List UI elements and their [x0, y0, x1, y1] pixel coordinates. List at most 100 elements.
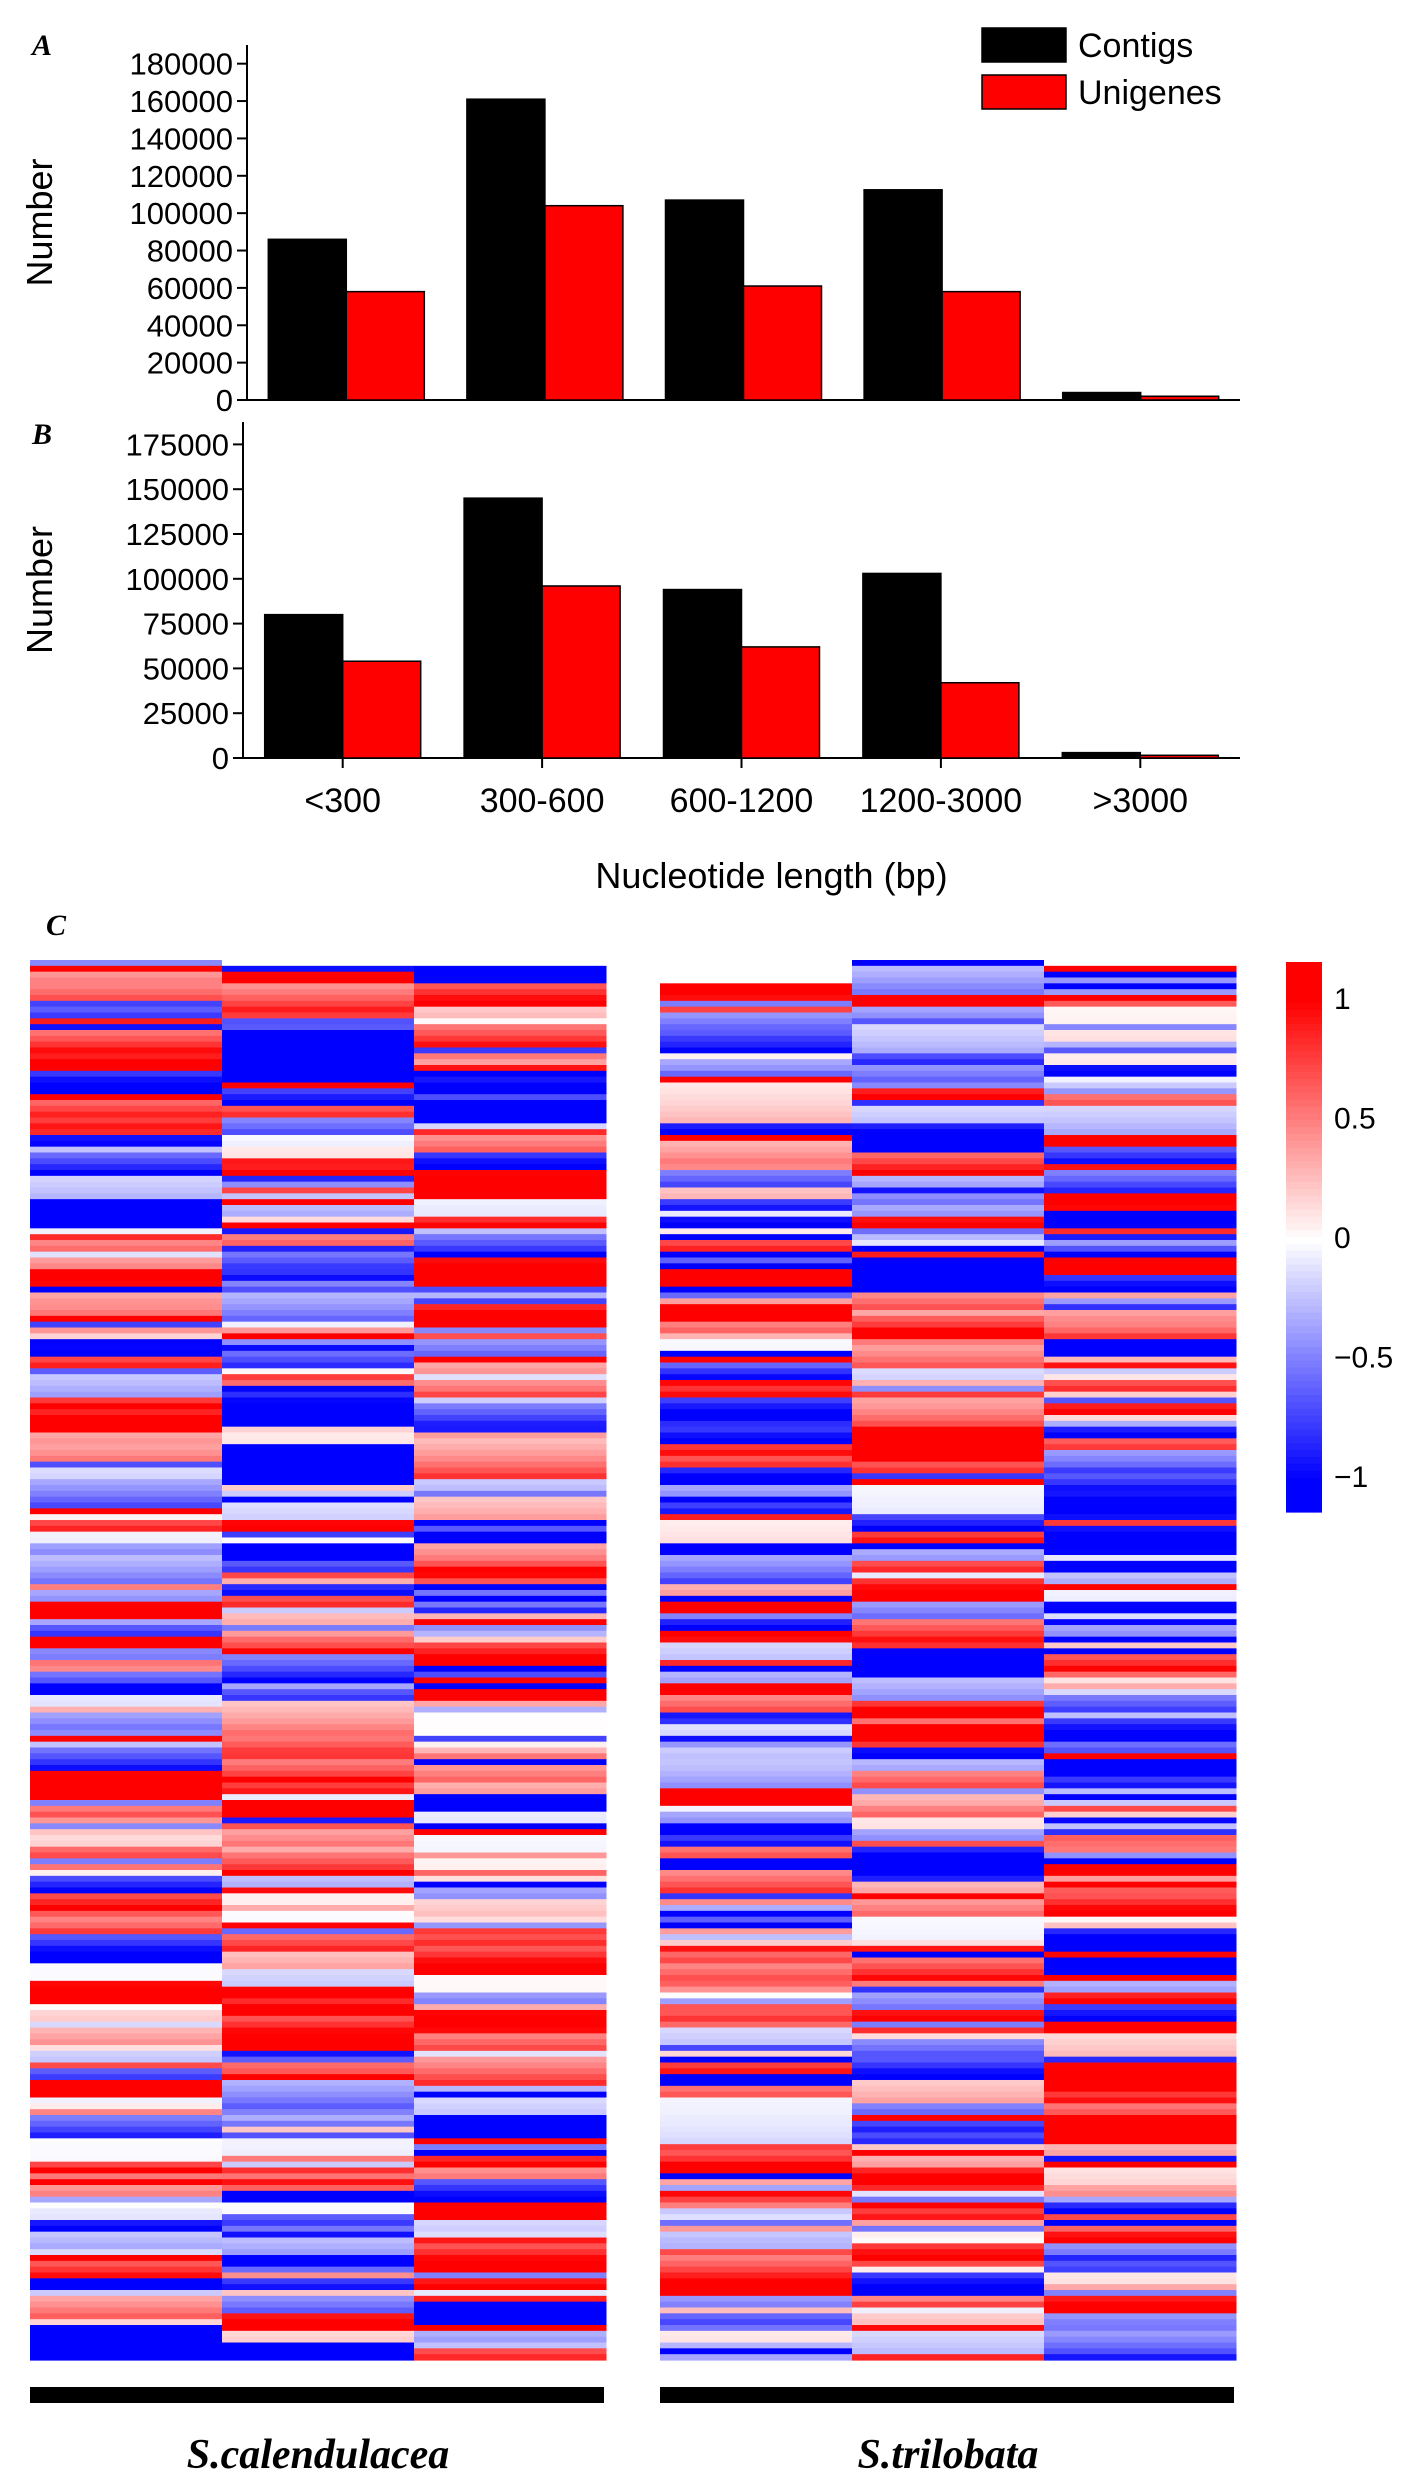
heatmap-cell: [660, 1881, 853, 1889]
heatmap-cell: [222, 1753, 415, 1760]
heatmap-cell: [660, 2155, 853, 2163]
heatmap-cell: [1044, 1852, 1237, 1859]
heatmap-cell: [30, 2278, 223, 2285]
heatmap-cell: [1044, 1508, 1237, 1515]
heatmap-cell: [660, 2021, 853, 2029]
heatmap-cell: [414, 977, 607, 984]
y-tick-label: 100000: [130, 196, 233, 231]
heatmap-cell: [660, 2173, 853, 2180]
heatmap-cell: [852, 1823, 1045, 1830]
heatmap-cell: [30, 2220, 223, 2227]
heatmap-cell: [30, 971, 223, 979]
heatmap-cell: [414, 1578, 607, 1585]
heatmap-cell: [852, 1905, 1045, 1912]
heatmap-cell: [660, 1566, 853, 1574]
heatmap-cell: [414, 1695, 607, 1702]
heatmap-cell: [660, 1910, 853, 1918]
heatmap-cell: [1044, 1607, 1237, 1614]
heatmap-cell: [660, 1257, 853, 1264]
heatmap-cell: [852, 1345, 1045, 1352]
heatmap-cell: [1044, 2144, 1237, 2151]
heatmap-cell: [852, 1584, 1045, 1591]
heatmap-cell: [414, 2208, 607, 2215]
heatmap-cell: [852, 2062, 1045, 2069]
heatmap-cell: [30, 1111, 223, 1119]
heatmap-cell: [852, 1782, 1045, 1789]
heatmap-cell: [30, 1380, 223, 1387]
heatmap-cell: [660, 1928, 853, 1935]
heatmap-cell: [852, 1934, 1045, 1941]
heatmap-cell: [852, 1525, 1045, 1533]
heatmap-cell: [30, 1304, 223, 1311]
heatmap-cell: [222, 1339, 415, 1346]
heatmap-cell: [660, 2255, 853, 2262]
heatmap-cell: [222, 1041, 415, 1049]
heatmap-cell: [30, 1024, 223, 1031]
heatmap-cell: [1044, 1770, 1237, 1778]
heatmap-cell: [414, 2319, 607, 2326]
heatmap-cell: [660, 1870, 853, 1877]
chart-b: 0250005000075000100000125000150000175000…: [19, 422, 1240, 896]
heatmap-cell: [852, 1613, 1045, 1620]
heatmap-cell: [1044, 1881, 1237, 1889]
heatmap-cell: [852, 1240, 1045, 1247]
heatmap-cell: [1044, 1805, 1237, 1813]
heatmap-cell: [222, 2021, 415, 2029]
heatmap-cell: [222, 1555, 415, 1562]
heatmap-cell: [222, 1076, 415, 1084]
heatmap-cell: [30, 1479, 223, 1486]
heatmap-cell: [1044, 1940, 1237, 1947]
heatmap-cell: [1044, 1286, 1237, 1294]
heatmap-cell: [660, 2202, 853, 2209]
heatmap-cell: [660, 2115, 853, 2122]
heatmap-cell: [852, 960, 1045, 967]
heatmap-cell: [852, 1123, 1045, 1130]
heatmap-cell: [30, 1689, 223, 1696]
heatmap-cell: [414, 1840, 607, 1848]
heatmap-cell: [660, 1817, 853, 1824]
heatmap-cell: [1044, 1625, 1237, 1632]
heatmap-cell: [852, 1210, 1045, 1218]
heatmap-cell: [414, 1706, 607, 1714]
heatmap-cell: [660, 2103, 853, 2110]
heatmap-cell: [852, 1887, 1045, 1894]
heatmap-cell: [1044, 2255, 1237, 2262]
heatmap-cell: [852, 1735, 1045, 1743]
heatmap-cell: [222, 2255, 415, 2262]
heatmap-cell: [1044, 1409, 1237, 1416]
heatmap-cell: [30, 1263, 223, 1270]
heatmap-cell: [222, 1059, 415, 1066]
heatmap-cell: [852, 1759, 1045, 1766]
heatmap-cell: [414, 1922, 607, 1929]
heatmap-cell: [852, 2138, 1045, 2145]
heatmap-cell: [30, 2050, 223, 2058]
heatmap-cell: [414, 1257, 607, 1264]
heatmap-cell: [660, 2301, 853, 2309]
heatmap-cell: [222, 2155, 415, 2163]
heatmap-cell: [660, 2348, 853, 2355]
heatmap-cell: [414, 2266, 607, 2274]
colorbar-segment: [1286, 1422, 1322, 1431]
heatmap-cell: [852, 1671, 1045, 1679]
heatmap-cell: [1044, 1496, 1237, 1504]
heatmap-cell: [30, 1957, 223, 1964]
heatmap-cell: [852, 2167, 1045, 2174]
heatmap-cell: [1044, 1140, 1237, 1148]
heatmap-cell: [222, 1380, 415, 1387]
heatmap-cell: [30, 1315, 223, 1323]
heatmap-cell: [414, 1963, 607, 1970]
heatmap-cell: [852, 1706, 1045, 1714]
heatmap-cell: [1044, 1012, 1237, 1019]
heatmap-cell: [414, 2179, 607, 2186]
heatmap-cell: [1044, 1630, 1237, 1638]
heatmap-cell: [1044, 1905, 1237, 1912]
heatmap-cell: [222, 1875, 415, 1883]
heatmap-cell: [222, 989, 415, 996]
heatmap-cell: [414, 2231, 607, 2239]
heatmap-cell: [852, 1059, 1045, 1066]
heatmap-cell: [660, 1811, 853, 1819]
heatmap-cell: [222, 1193, 415, 1200]
heatmap-cell: [30, 2196, 223, 2204]
heatmap-cell: [660, 2220, 853, 2227]
heatmap-cell: [660, 2027, 853, 2034]
